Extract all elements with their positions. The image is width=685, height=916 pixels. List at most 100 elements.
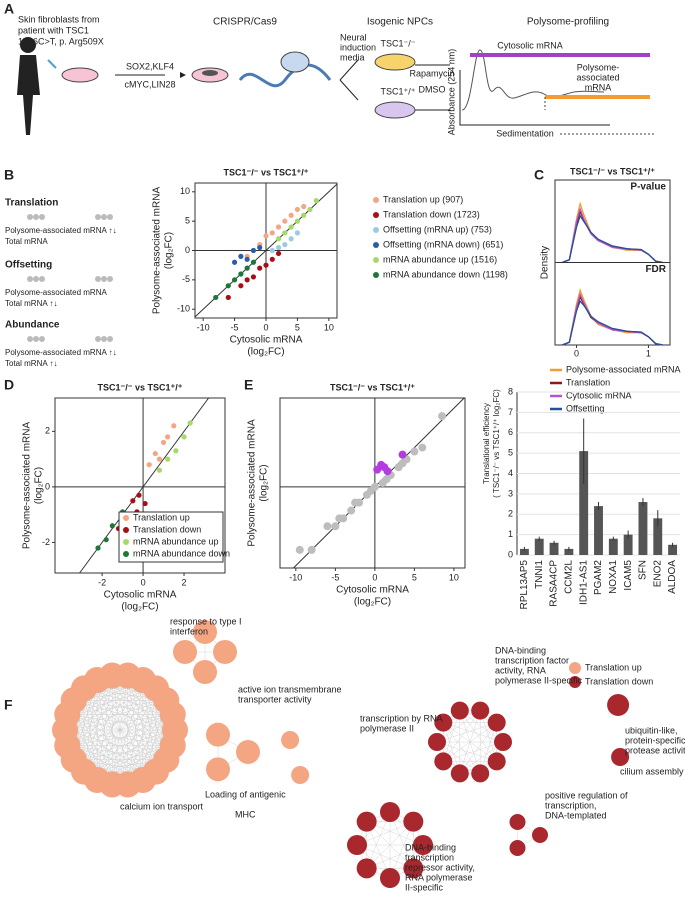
edge: [83, 714, 173, 772]
node: [347, 835, 367, 855]
point: [370, 482, 379, 491]
y-tick-label: 2: [45, 426, 50, 436]
node-label: transcription,: [545, 800, 597, 810]
ribosome-icon: [39, 276, 45, 282]
ribosome-icon: [33, 336, 39, 342]
legend-label: Offsetting (mRNA up) (753): [383, 224, 492, 234]
bar: [579, 451, 589, 555]
label: cMYC,LIN28: [124, 79, 175, 89]
y-tick-label: 8: [508, 386, 513, 396]
y-axis-label: Polysome-associated mRNA: [247, 419, 258, 547]
y-axis-label: (log₂FC): [259, 464, 270, 501]
edge: [73, 700, 176, 731]
bar: [564, 548, 574, 555]
node-label: DNA-binding: [405, 842, 456, 852]
chart-title: TSC1⁻/⁻ vs TSC1⁺/⁺: [223, 167, 308, 177]
node: [413, 835, 433, 855]
edge: [97, 700, 167, 781]
edge: [127, 675, 144, 781]
x-tick-label: -5: [231, 322, 239, 332]
y-tick-label: -2: [42, 537, 50, 547]
point: [288, 212, 294, 218]
point: [165, 456, 171, 462]
x-tick-label: 0: [141, 577, 146, 587]
chart-title: TSC1⁻/⁻ vs TSC1⁺/⁺: [97, 382, 182, 392]
panel-label: C: [534, 167, 544, 183]
x-tick-label: ALDOA: [667, 560, 678, 594]
node: [206, 722, 230, 747]
bar: [519, 548, 529, 555]
panel-label: A: [4, 1, 14, 17]
x-tick-label: 0: [574, 348, 579, 358]
edge: [73, 700, 173, 715]
node-label: polymerase II-specific: [495, 675, 583, 685]
node: [611, 748, 630, 766]
node-label: active ion transmembrane: [238, 684, 342, 694]
panel-label: F: [4, 697, 13, 713]
ribosome-icon: [27, 214, 33, 220]
ribosome-icon: [101, 336, 107, 342]
node-label: RNA polymerase: [405, 872, 473, 882]
node-label: transcription factor: [495, 655, 569, 665]
point: [160, 439, 167, 446]
edge: [67, 714, 173, 746]
point: [231, 259, 238, 265]
point: [152, 450, 158, 457]
point: [282, 230, 288, 236]
node: [471, 701, 490, 720]
label: Polysome-associated mRNA: [5, 288, 107, 297]
x-tick-label: 10: [449, 572, 459, 582]
x-axis-label: (log₂FC): [121, 602, 158, 613]
ribosome-icon: [39, 336, 45, 342]
point: [181, 434, 187, 440]
node: [193, 660, 217, 684]
point: [275, 250, 282, 257]
x-tick-label: -10: [289, 572, 302, 582]
panel-label: D: [4, 377, 14, 393]
point: [103, 537, 109, 543]
label: Polysome-profiling: [527, 17, 609, 28]
edge: [83, 675, 113, 772]
node-label: cilium assembly: [620, 766, 684, 776]
label: Total mRNA ↑↓: [5, 299, 57, 308]
y-axis-label: (log₂FC): [34, 467, 45, 504]
edge: [366, 821, 391, 879]
point: [238, 253, 244, 259]
y-tick-label: 10: [180, 186, 190, 196]
legend-label: Cytosolic mRNA: [566, 390, 632, 400]
legend-swatch: [123, 539, 129, 545]
point: [165, 434, 171, 440]
node: [380, 802, 400, 822]
x-tick-label: 1: [646, 348, 651, 358]
edge: [96, 675, 113, 781]
point: [156, 467, 163, 473]
diagonal: [79, 397, 210, 574]
x-axis-label: Cytosolic mRNA: [230, 335, 303, 346]
edge: [83, 675, 129, 772]
y-axis-label: Polysome-associated mRNA: [152, 187, 163, 315]
legend-label: Translation down: [585, 676, 653, 686]
y-axis-label: (log₂FC): [164, 232, 175, 269]
point: [331, 522, 340, 531]
y-tick-label: 4: [508, 468, 513, 478]
point: [301, 203, 307, 210]
edge: [443, 722, 497, 762]
y-tick-label: 0: [508, 549, 513, 559]
label: Translation: [5, 198, 58, 209]
point: [263, 262, 269, 268]
edge: [366, 821, 414, 869]
y-tick-label: 1: [508, 529, 513, 539]
edge: [73, 679, 143, 760]
point: [244, 256, 250, 262]
edge: [83, 688, 129, 785]
point: [438, 412, 447, 421]
label: Total mRNA: [5, 237, 48, 246]
point: [244, 265, 250, 271]
y-tick-label: 0: [185, 245, 190, 255]
edge: [111, 688, 157, 785]
density-line: [561, 214, 663, 264]
bar: [653, 518, 663, 555]
label: Polysome-associated mRNA ↑↓: [5, 226, 117, 235]
ribosome-icon: [27, 276, 33, 282]
